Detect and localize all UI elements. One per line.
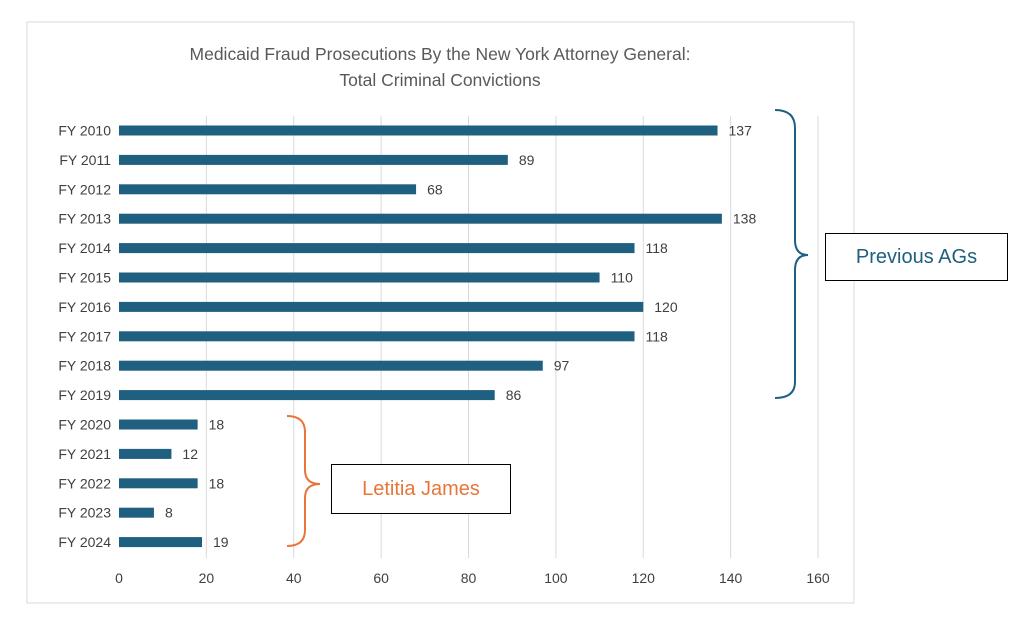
bars	[119, 125, 722, 548]
value-label: 18	[209, 475, 225, 491]
category-label: FY 2024	[58, 534, 111, 550]
bar	[119, 360, 543, 371]
letitia-james-callout: Letitia James	[331, 464, 511, 514]
value-label: 120	[654, 299, 678, 315]
category-label: FY 2021	[58, 446, 111, 462]
value-labels: 137 89 68 138 118 110 120 118 97 86 18 12 18 8 19	[165, 123, 757, 551]
x-tick-label: 40	[286, 570, 302, 586]
category-label: FY 2022	[58, 475, 111, 491]
value-label: 97	[554, 358, 570, 374]
x-tick-label: 60	[373, 570, 389, 586]
value-label: 8	[165, 505, 173, 521]
category-labels: FY 2010 FY 2011 FY 2012 FY 2013 FY 2014 FY 20…	[58, 123, 111, 551]
value-label: 118	[646, 240, 669, 256]
value-label: 110	[611, 270, 634, 286]
category-label: FY 2013	[58, 211, 111, 227]
bar	[119, 331, 635, 342]
category-label: FY 2017	[58, 328, 111, 344]
bar	[119, 272, 600, 283]
x-tick-label: 100	[544, 570, 568, 586]
bar	[119, 507, 154, 518]
value-label: 12	[182, 446, 198, 462]
bar	[119, 390, 495, 401]
bar	[119, 125, 718, 136]
value-label: 18	[209, 417, 225, 433]
bar	[119, 301, 644, 312]
bar	[119, 213, 722, 224]
category-label: FY 2014	[58, 240, 111, 256]
category-label: FY 2016	[58, 299, 111, 315]
bar	[119, 243, 635, 254]
category-label: FY 2015	[58, 270, 111, 286]
bar	[119, 537, 203, 548]
category-label: FY 2023	[58, 505, 111, 521]
bar	[119, 154, 508, 165]
category-label: FY 2019	[58, 387, 111, 403]
value-label: 89	[519, 152, 535, 168]
x-tick-labels: 0 20 40 60 80 100 120 140 160	[115, 570, 830, 586]
category-label: FY 2010	[58, 123, 111, 139]
x-tick-label: 0	[115, 570, 123, 586]
bar	[119, 184, 417, 195]
previous-ags-bracket	[774, 109, 809, 399]
value-label: 86	[506, 387, 522, 403]
x-tick-label: 160	[806, 570, 830, 586]
chart-title: Medicaid Fraud Prosecutions By the New Y…	[190, 44, 691, 64]
value-label: 138	[733, 211, 757, 227]
value-label: 19	[213, 534, 229, 550]
bar	[119, 448, 172, 459]
x-tick-label: 140	[719, 570, 743, 586]
x-tick-label: 80	[461, 570, 477, 586]
previous-ags-callout: Previous AGs	[825, 233, 1008, 281]
category-label: FY 2020	[58, 417, 111, 433]
value-label: 137	[729, 123, 753, 139]
x-tick-label: 120	[632, 570, 656, 586]
x-tick-label: 20	[199, 570, 215, 586]
value-label: 118	[646, 328, 669, 344]
letitia-james-bracket	[286, 415, 321, 547]
chart-subtitle: Total Criminal Convictions	[339, 70, 541, 90]
value-label: 68	[427, 181, 443, 197]
category-label: FY 2011	[59, 152, 111, 168]
category-label: FY 2012	[58, 181, 111, 197]
bar	[119, 478, 198, 489]
category-label: FY 2018	[58, 358, 111, 374]
bar	[119, 419, 198, 430]
